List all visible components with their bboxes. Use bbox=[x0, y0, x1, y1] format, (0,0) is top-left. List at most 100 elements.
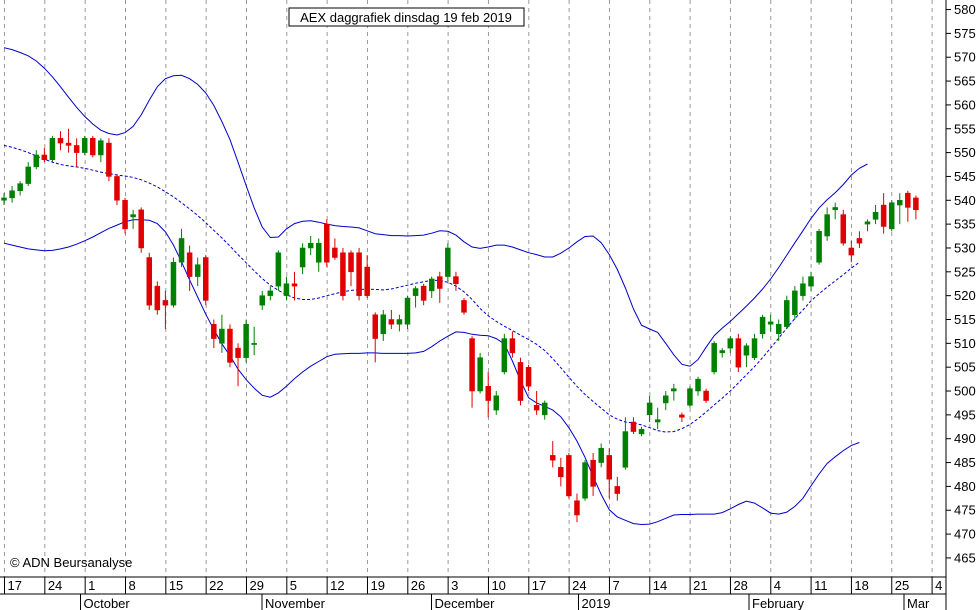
x-tick-label: 5 bbox=[290, 578, 297, 593]
candle-up bbox=[759, 314, 766, 339]
candle-down bbox=[420, 283, 427, 306]
month-labels: October November December 2019 February Mar bbox=[80, 594, 930, 610]
candle-down bbox=[291, 271, 298, 301]
candle-up bbox=[9, 185, 15, 203]
candle-body bbox=[348, 252, 354, 273]
candle-up bbox=[315, 238, 322, 272]
y-tick-label: 540 bbox=[954, 193, 976, 208]
candle-down bbox=[574, 493, 580, 523]
candle-up bbox=[307, 236, 314, 256]
candle-body bbox=[170, 262, 177, 306]
month-label: November bbox=[265, 596, 326, 610]
candle-down bbox=[614, 476, 621, 501]
candle-down bbox=[509, 331, 516, 358]
candle-body bbox=[800, 283, 806, 296]
candle-body bbox=[662, 395, 669, 404]
candle-body bbox=[114, 176, 120, 201]
candle-body bbox=[840, 214, 847, 244]
candle-up bbox=[445, 243, 451, 282]
candle-up bbox=[541, 400, 548, 420]
x-tick-label: 24 bbox=[572, 578, 586, 593]
candle-body bbox=[41, 154, 48, 160]
candle-body bbox=[315, 242, 322, 263]
candle-up bbox=[283, 276, 290, 301]
candle-body bbox=[283, 283, 290, 296]
candle-body bbox=[259, 295, 265, 306]
candle-up bbox=[792, 286, 798, 320]
candles bbox=[1, 128, 919, 523]
candle-body bbox=[251, 343, 257, 345]
candle-body bbox=[364, 266, 370, 296]
candle-body bbox=[388, 319, 395, 325]
candle-down bbox=[735, 333, 742, 372]
candle-up bbox=[380, 309, 387, 341]
x-tick-label: 3 bbox=[451, 578, 458, 593]
candle-up bbox=[404, 295, 411, 330]
candle-up bbox=[25, 162, 31, 186]
candle-up bbox=[695, 376, 701, 396]
x-tick-label: 1 bbox=[88, 578, 95, 593]
candle-down bbox=[73, 138, 80, 167]
candle-up bbox=[711, 340, 717, 375]
y-tick-label: 470 bbox=[954, 527, 976, 542]
candle-body bbox=[792, 290, 798, 315]
candle-body bbox=[235, 347, 241, 358]
y-tick-label: 535 bbox=[954, 217, 976, 232]
candle-up bbox=[784, 295, 790, 330]
candle-body bbox=[211, 324, 217, 339]
candle-up bbox=[251, 326, 257, 356]
candle-body bbox=[743, 345, 750, 356]
candle-down bbox=[437, 271, 443, 303]
candle-body bbox=[194, 264, 201, 277]
candle-body bbox=[380, 314, 387, 335]
candle-up bbox=[671, 383, 677, 401]
candle-up bbox=[646, 395, 653, 423]
candle-body bbox=[122, 200, 128, 230]
candle-body bbox=[356, 252, 362, 296]
candle-body bbox=[332, 247, 338, 258]
candle-up bbox=[396, 314, 403, 332]
candle-body bbox=[767, 321, 774, 325]
candle-body bbox=[49, 138, 56, 160]
y-tick-label: 480 bbox=[954, 479, 976, 494]
candle-down bbox=[203, 255, 209, 306]
candle-down bbox=[348, 250, 354, 287]
y-tick-label: 465 bbox=[954, 550, 976, 565]
candle-up bbox=[81, 135, 88, 155]
candle-body bbox=[719, 350, 725, 354]
candle-down bbox=[453, 271, 459, 291]
y-tick-label: 530 bbox=[954, 240, 976, 255]
candle-body bbox=[646, 402, 653, 416]
candle-up bbox=[130, 209, 136, 229]
candle-down bbox=[679, 412, 685, 423]
candle-body bbox=[630, 421, 637, 432]
candle-down bbox=[138, 207, 144, 253]
candle-body bbox=[469, 338, 475, 392]
candle-down bbox=[388, 309, 395, 330]
candle-body bbox=[832, 207, 838, 211]
candle-down bbox=[517, 357, 524, 406]
candle-up bbox=[33, 150, 40, 170]
candle-body bbox=[138, 209, 144, 249]
candle-body bbox=[106, 142, 112, 177]
x-axis-ticks: 17 24 1 8 15 22 29 5 12 19 26 3 10 17 24 7 14 21 28 4 11 18 25… bbox=[4, 577, 942, 594]
candle-body bbox=[671, 388, 677, 392]
candle-up bbox=[428, 276, 435, 299]
y-tick-label: 550 bbox=[954, 145, 976, 160]
candle-body bbox=[533, 405, 540, 411]
candle-up bbox=[767, 314, 774, 332]
x-tick-label: 17 bbox=[8, 578, 22, 593]
candle-body bbox=[420, 285, 427, 301]
candle-body bbox=[808, 276, 814, 287]
candle-body bbox=[73, 145, 80, 153]
y-tick-label: 490 bbox=[954, 431, 976, 446]
candle-body bbox=[759, 316, 766, 335]
candle-down bbox=[154, 281, 161, 315]
candle-body bbox=[219, 328, 225, 344]
y-tick-label: 475 bbox=[954, 503, 976, 518]
candle-down bbox=[630, 417, 637, 434]
x-tick-label: 25 bbox=[895, 578, 909, 593]
candle-body bbox=[485, 386, 491, 401]
candle-body bbox=[614, 486, 621, 494]
y-tick-label: 560 bbox=[954, 97, 976, 112]
